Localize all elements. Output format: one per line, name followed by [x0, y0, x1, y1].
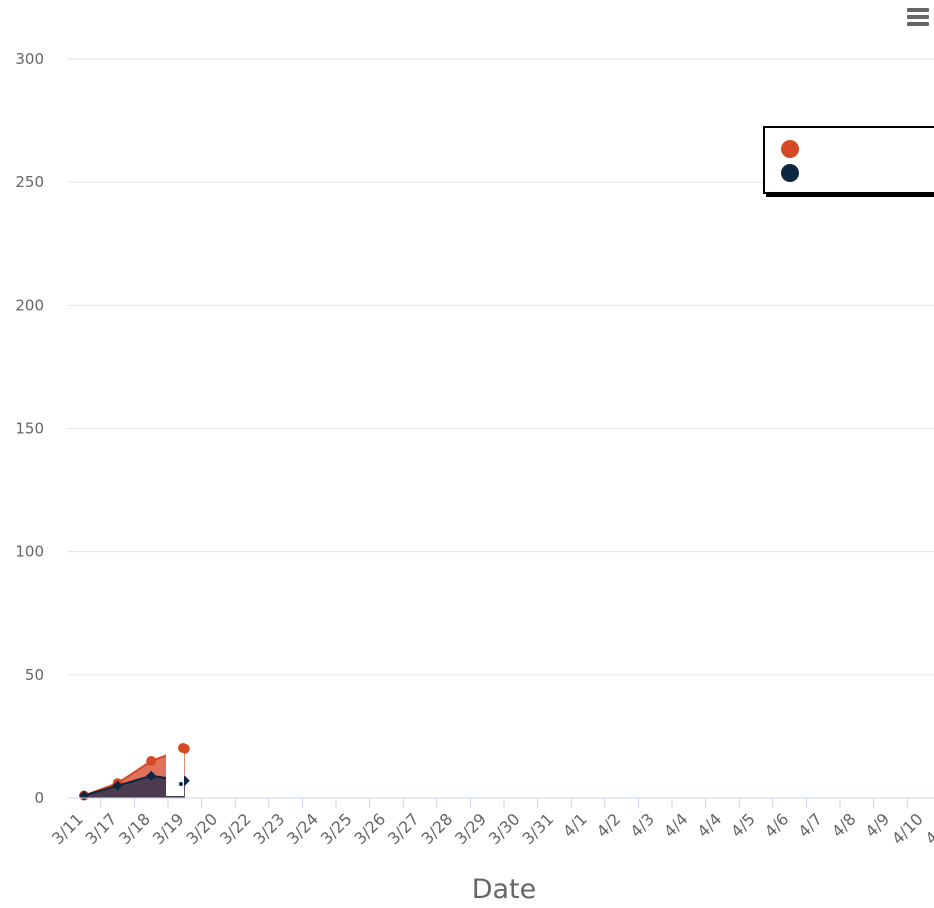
x-tick-label: 3/27 [384, 809, 423, 848]
tooltip [166, 735, 188, 796]
x-tick-label: 3/11 [48, 809, 87, 848]
x-tick-label: 4/7 [794, 809, 826, 841]
x-tick-label: 3/19 [149, 809, 188, 848]
y-tick-label: 50 [25, 666, 44, 684]
x-tick-label: 4/5 [727, 809, 759, 841]
series-area [84, 775, 185, 798]
x-tick-label: 3/18 [115, 809, 154, 848]
hamburger-menu-icon[interactable] [907, 8, 929, 26]
x-tick-label: 3/22 [216, 809, 255, 848]
x-tick-label: 3/30 [485, 809, 524, 848]
y-tick-label: 200 [15, 296, 44, 314]
data-point [146, 770, 157, 781]
x-tick-label: 3/20 [182, 809, 221, 848]
legend [763, 126, 934, 197]
y-tick-label: 300 [15, 50, 44, 68]
legend-marker [781, 164, 799, 182]
x-tick-label: 3/28 [418, 809, 457, 848]
legend-box [763, 126, 934, 194]
x-tick-label: 3/29 [451, 809, 490, 848]
y-tick-label: 100 [15, 543, 44, 561]
x-tick-label: 4/1 [559, 809, 591, 841]
y-tick-label: 250 [15, 173, 44, 191]
grid-lines [67, 58, 934, 676]
data-point [112, 780, 123, 791]
x-tick-label: 3/24 [283, 809, 322, 848]
x-tick-label: 4/3 [626, 809, 658, 841]
data-point [146, 756, 157, 767]
legend-items [781, 140, 799, 182]
x-tick-label: 3/26 [350, 809, 389, 848]
x-tick-label: 4/8 [828, 809, 860, 841]
y-tick-label: 150 [15, 420, 44, 438]
tooltip-marker [179, 782, 183, 786]
x-tick-label: 4/11 [922, 809, 934, 848]
x-tick-label: 4/10 [888, 809, 927, 848]
tooltip-marker [178, 743, 188, 753]
y-tick-label: 0 [34, 789, 44, 807]
x-axis-title: Date [472, 874, 537, 905]
x-tick-label: 3/23 [250, 809, 289, 848]
x-axis: 3/113/173/183/193/203/223/233/243/253/26… [48, 797, 934, 848]
x-tick-label: 4/4 [660, 809, 692, 841]
x-tick-label: 4/4 [694, 809, 726, 841]
legend-marker [781, 140, 799, 158]
x-tick-label: 3/17 [82, 809, 121, 848]
x-tick-label: 4/2 [593, 809, 625, 841]
x-tick-label: 4/6 [761, 809, 793, 841]
x-tick-label: 3/25 [317, 809, 356, 848]
y-axis: 0 50 100 150 200 250 300 [15, 50, 44, 807]
x-tick-label: 3/31 [518, 809, 557, 848]
